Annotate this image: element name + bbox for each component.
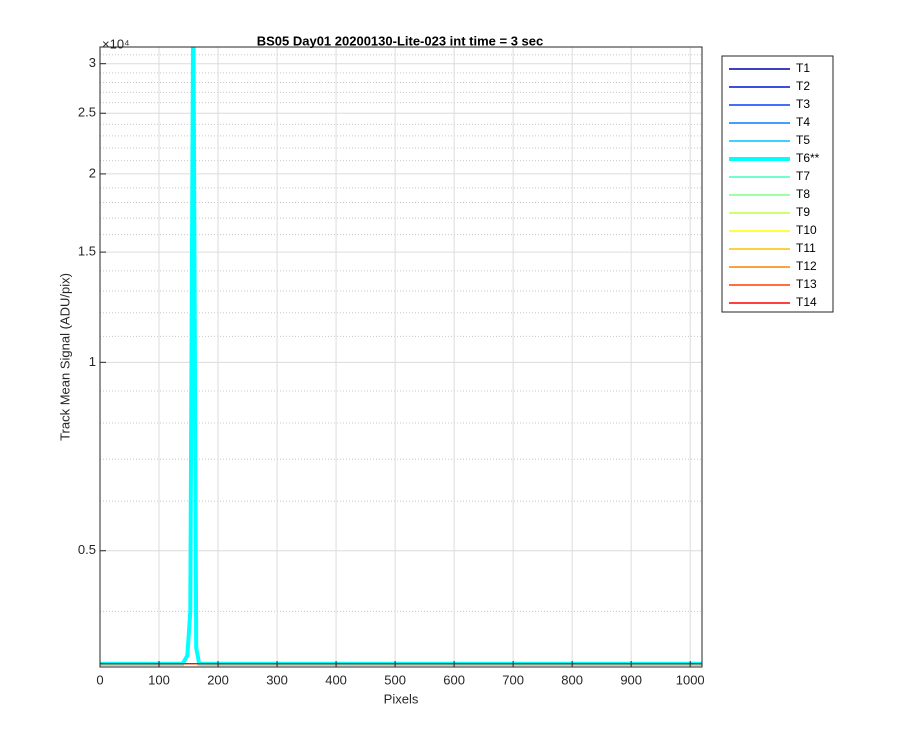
legend: T1 T2 T3 T4 T5 T6** T7 T8 T9 T10 T11 T12 T13 T14 bbox=[721, 55, 834, 313]
legend-label: T1 bbox=[796, 61, 810, 75]
legend-label: T8 bbox=[796, 187, 810, 201]
axes-box bbox=[99, 46, 703, 668]
y-tick-label: 2.5 bbox=[78, 105, 96, 120]
x-tick-label: 1000 bbox=[676, 672, 705, 687]
chart-title: BS05 Day01 20200130-Lite-023 int time = … bbox=[257, 33, 544, 48]
y-exponent-label: ×10⁴ bbox=[102, 36, 130, 51]
x-tick-label: 900 bbox=[620, 672, 642, 687]
legend-label: T11 bbox=[796, 241, 816, 255]
legend-label: T10 bbox=[796, 223, 817, 237]
legend-box bbox=[721, 55, 834, 313]
x-tick-label: 100 bbox=[148, 672, 170, 687]
x-tick-label: 600 bbox=[443, 672, 465, 687]
legend-label: T12 bbox=[796, 259, 817, 273]
y-tick-label: 3 bbox=[89, 55, 96, 70]
x-tick-label: 400 bbox=[325, 672, 347, 687]
x-tick-label: 0 bbox=[96, 672, 103, 687]
legend-label: T9 bbox=[796, 205, 810, 219]
ticks: 0 100 200 300 400 500 600 700 800 900 1000 0.5 1 1.5 2… bbox=[78, 55, 705, 687]
legend-label: T4 bbox=[796, 115, 810, 129]
lines bbox=[100, 47, 702, 666]
y-axis-label: Track Mean Signal (ADU/pix) bbox=[57, 273, 72, 441]
legend-label: T13 bbox=[796, 277, 817, 291]
legend-label: T14 bbox=[796, 295, 817, 309]
grid bbox=[99, 47, 702, 667]
x-tick-label: 200 bbox=[207, 672, 229, 687]
series-line bbox=[100, 47, 702, 666]
y-tick-label: 2 bbox=[89, 165, 96, 180]
legend-label: T3 bbox=[796, 97, 810, 111]
legend-label: T5 bbox=[796, 133, 810, 147]
legend-label: T7 bbox=[796, 169, 810, 183]
y-tick-label: 1.5 bbox=[78, 244, 96, 259]
y-tick-label: 1 bbox=[89, 354, 96, 369]
x-tick-label: 300 bbox=[266, 672, 288, 687]
x-tick-label: 500 bbox=[384, 672, 406, 687]
legend-label: T2 bbox=[796, 79, 810, 93]
x-axis-label: Pixels bbox=[384, 691, 419, 706]
x-tick-label: 800 bbox=[561, 672, 583, 687]
plot-area bbox=[100, 47, 702, 667]
legend-label: T6** bbox=[796, 151, 820, 165]
x-tick-label: 700 bbox=[502, 672, 524, 687]
y-tick-label: 0.5 bbox=[78, 542, 96, 557]
